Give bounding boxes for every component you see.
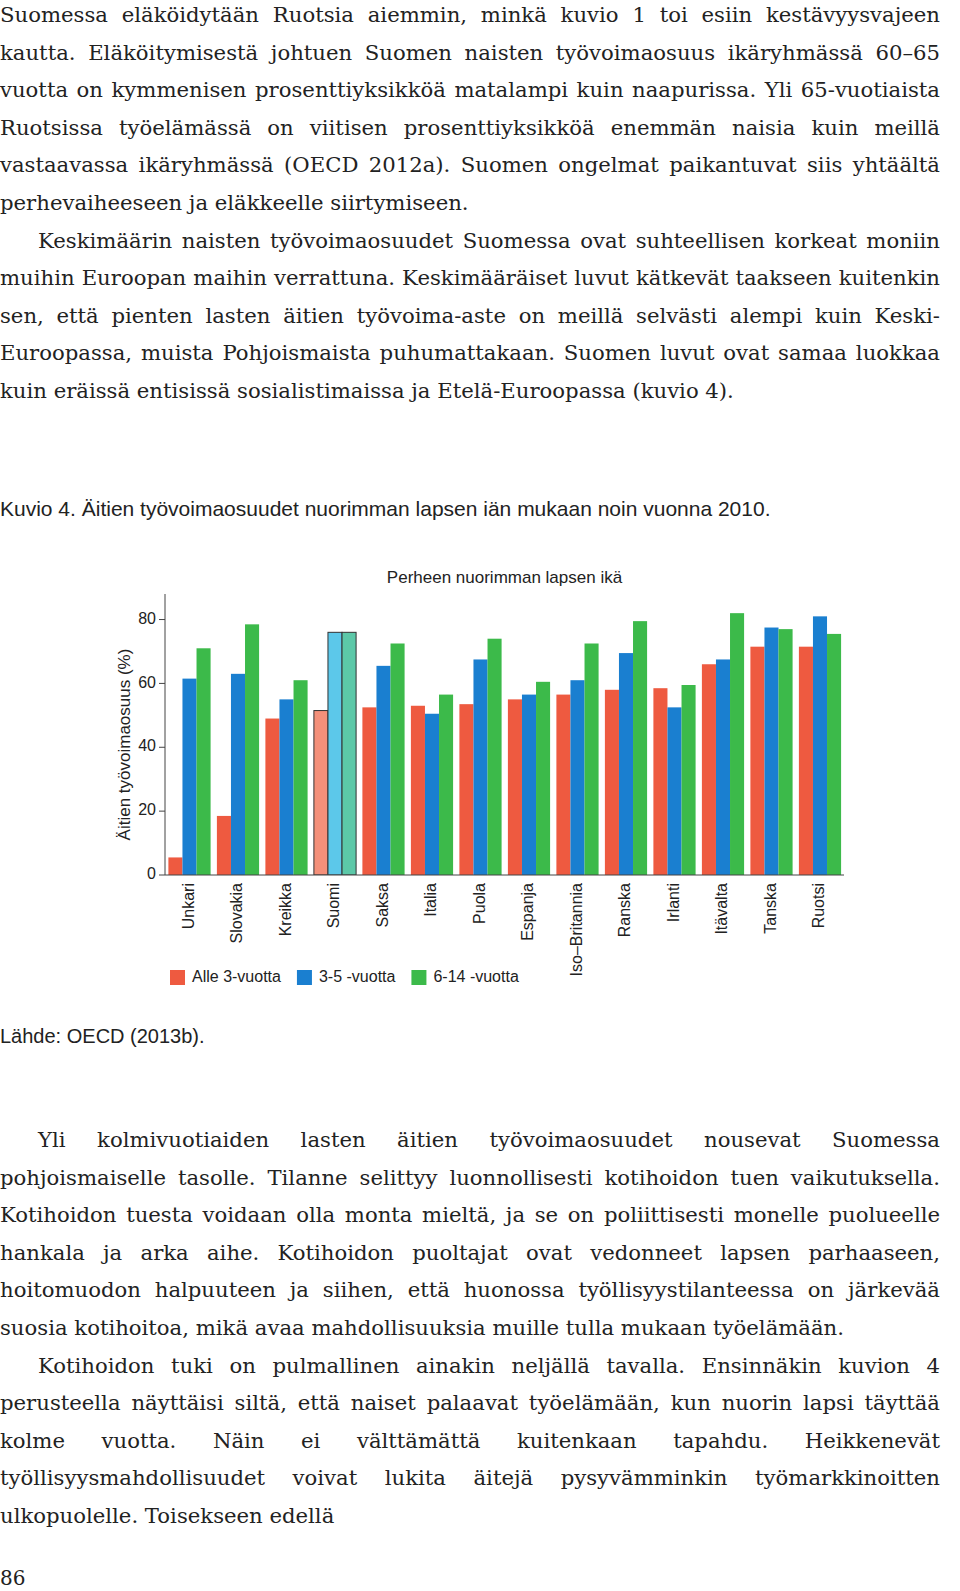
y-tick [159, 875, 165, 876]
bar [827, 634, 841, 875]
y-axis [165, 594, 166, 875]
legend-swatch [170, 970, 185, 985]
legend-label: 3-5 -vuotta [319, 968, 396, 985]
paragraph: Yli kolmivuotiaiden lasten äitien työvoi… [0, 1121, 940, 1347]
paragraph: Kotihoidon tuki on pulmallinen ainakin n… [0, 1347, 940, 1535]
bar [556, 695, 570, 875]
bar [168, 857, 182, 875]
bar [653, 688, 667, 875]
bar [217, 816, 231, 875]
x-tick-label: Iso–Britannia [568, 883, 585, 976]
bar [473, 659, 487, 875]
bar [585, 643, 599, 875]
bar [425, 714, 439, 875]
bar [764, 628, 778, 875]
y-tick-label: 80 [138, 610, 156, 627]
x-tick-label: Italia [422, 883, 439, 917]
legend-swatch [411, 970, 426, 985]
y-tick-label: 0 [147, 865, 156, 882]
bar [536, 682, 550, 875]
bar [197, 648, 211, 875]
bar [459, 704, 473, 875]
figure-title: Kuvio 4. Äitien työvoimaosuudet nuorimma… [0, 496, 771, 522]
y-axis-label: Äitien työvoimaosuus (%) [115, 649, 134, 841]
bar [231, 674, 245, 875]
bar [182, 679, 196, 875]
chart-title: Perheen nuorimman lapsen ikä [387, 568, 623, 587]
bar [682, 685, 696, 875]
bar [716, 659, 730, 875]
legend-swatch [297, 970, 312, 985]
text-block: Yli kolmivuotiaiden lasten äitien työvoi… [0, 1121, 940, 1535]
bar [391, 643, 405, 875]
bar [619, 653, 633, 875]
x-tick-label: Kreikka [277, 883, 294, 936]
x-tick-label: Espanja [519, 883, 536, 941]
bar [245, 624, 259, 875]
bar [605, 690, 619, 875]
text-block: Suomessa eläköidytään Ruotsia aiemmin, m… [0, 0, 940, 410]
figure-source: Lähde: OECD (2013b). [0, 1024, 205, 1048]
bar [265, 719, 279, 875]
bar [799, 647, 813, 875]
y-tick [159, 811, 165, 812]
legend-label: 6-14 -vuotta [433, 968, 518, 985]
bar [779, 629, 793, 875]
bar [488, 639, 502, 875]
bar [508, 699, 522, 875]
x-tick-label: Ranska [616, 883, 633, 937]
bar [362, 707, 376, 875]
bar [730, 613, 744, 875]
bar [411, 706, 425, 875]
bar [633, 621, 647, 875]
y-tick-label: 40 [138, 737, 156, 754]
bar [667, 707, 681, 875]
y-tick [159, 683, 165, 684]
bar [294, 680, 308, 875]
bar [570, 680, 584, 875]
bar [813, 616, 827, 875]
bar [750, 647, 764, 875]
legend-label: Alle 3-vuotta [192, 968, 281, 985]
x-tick-label: Tanska [762, 883, 779, 934]
x-tick-label: Ruotsi [810, 883, 827, 928]
bar [328, 632, 342, 875]
x-tick-label: Irlanti [665, 883, 682, 922]
y-tick [159, 747, 165, 748]
bar [314, 711, 328, 875]
x-axis [165, 875, 844, 876]
page-number: 86 [0, 1560, 60, 1591]
x-tick-label: Itävalta [713, 883, 730, 935]
paragraph: Suomessa eläköidytään Ruotsia aiemmin, m… [0, 0, 940, 222]
bars [168, 613, 841, 875]
x-tick-label: Saksa [374, 883, 391, 928]
bar [342, 632, 356, 875]
bar [522, 695, 536, 875]
bar [376, 666, 390, 875]
bar [702, 664, 716, 875]
bar [439, 695, 453, 875]
y-tick [159, 619, 165, 620]
x-tick-label: Slovakia [228, 883, 245, 944]
y-tick-label: 60 [138, 674, 156, 691]
x-tick-label: Unkari [180, 883, 197, 929]
chart: Perheen nuorimman lapsen ikä Äitien työvo… [0, 0, 960, 1100]
bar [279, 699, 293, 875]
paragraph: Keskimäärin naisten työvoimaosuudet Suom… [0, 222, 940, 410]
y-tick-label: 20 [138, 801, 156, 818]
x-tick-label: Puola [471, 883, 488, 924]
x-tick-label: Suomi [325, 883, 342, 928]
